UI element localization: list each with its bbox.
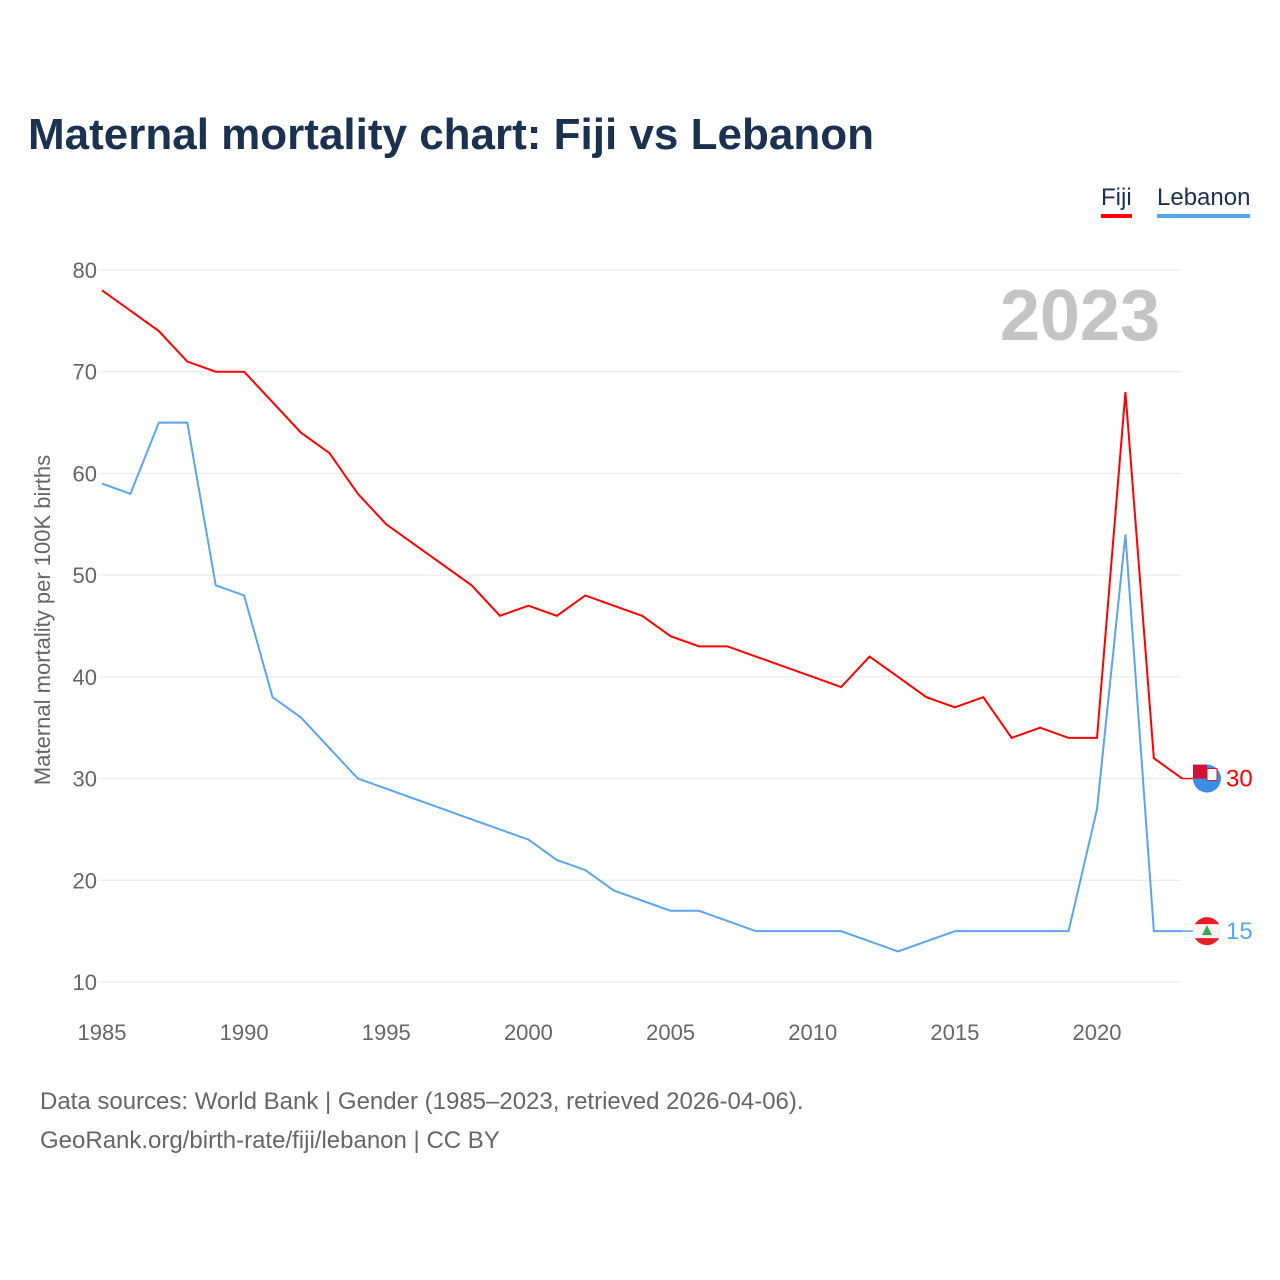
x-tick-label: 1995 xyxy=(362,1020,411,1045)
x-tick-label: 2000 xyxy=(504,1020,553,1045)
x-tick-label: 2005 xyxy=(646,1020,695,1045)
year-label: 2023 xyxy=(1000,276,1160,356)
lebanon-cedar-icon xyxy=(1202,925,1212,936)
fiji-flag-canton xyxy=(1193,764,1207,779)
series-line-lebanon xyxy=(101,421,1183,953)
y-axis-label: Maternal mortality per 100K births xyxy=(30,455,55,785)
y-tick-label: 80 xyxy=(73,258,97,283)
y-tick-label: 70 xyxy=(73,360,97,385)
x-tick-label: 2020 xyxy=(1073,1020,1122,1045)
legend-lebanon[interactable]: Lebanon xyxy=(1157,184,1251,218)
y-tick-label: 40 xyxy=(73,665,97,690)
x-tick-label: 1985 xyxy=(78,1020,127,1045)
end-value-label-fiji: 30 xyxy=(1226,766,1253,793)
y-tick-label: 60 xyxy=(73,461,97,486)
series-line-fiji xyxy=(101,289,1183,780)
source-url: GeoRank.org/birth-rate/fiji/lebanon | CC… xyxy=(40,1127,500,1154)
fiji-flag-shield xyxy=(1206,768,1218,782)
source-text: Data sources: World Bank | Gender (1985–… xyxy=(40,1088,804,1115)
x-tick-label: 2015 xyxy=(930,1020,979,1045)
end-value-label-lebanon: 15 xyxy=(1226,918,1253,945)
y-tick-label: 50 xyxy=(73,563,97,588)
x-tick-label: 2010 xyxy=(788,1020,837,1045)
chart-title: Maternal mortality chart: Fiji vs Lebano… xyxy=(28,110,874,159)
x-tick-label: 1990 xyxy=(220,1020,269,1045)
y-tick-label: 30 xyxy=(73,767,97,792)
y-tick-label: 10 xyxy=(73,970,97,995)
y-tick-label: 20 xyxy=(73,868,97,893)
legend-fiji[interactable]: Fiji xyxy=(1101,184,1132,218)
